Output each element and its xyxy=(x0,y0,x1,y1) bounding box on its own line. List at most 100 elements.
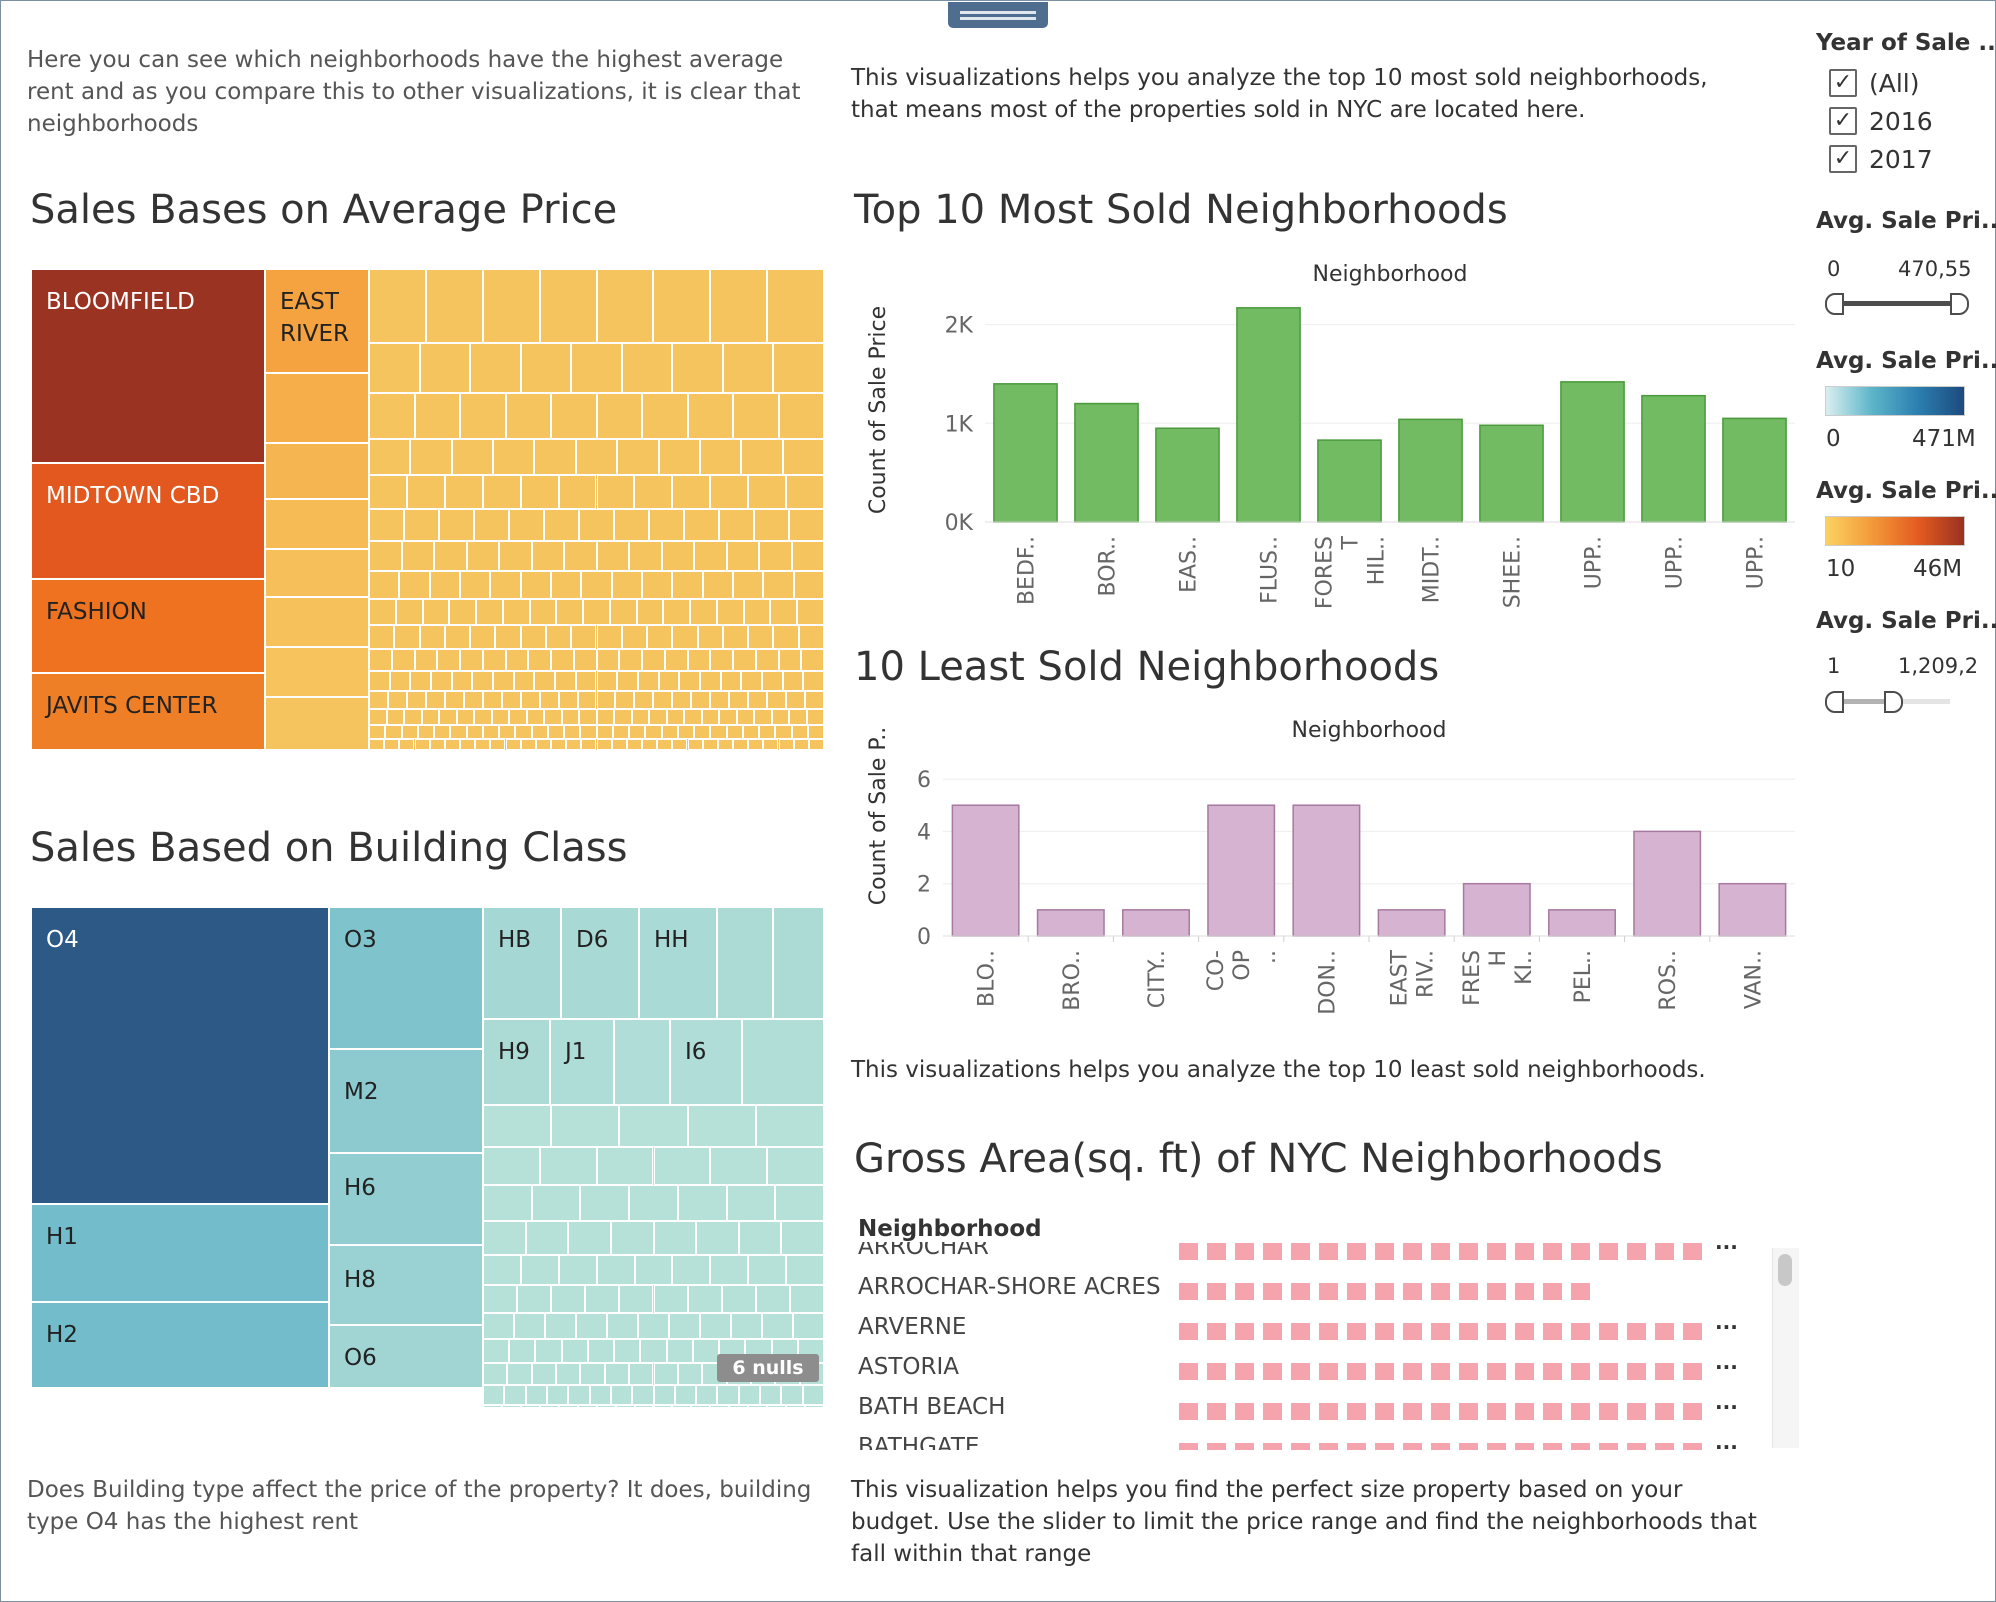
treemap-cell[interactable] xyxy=(429,739,445,750)
bar[interactable] xyxy=(1155,427,1220,523)
year-option-2016[interactable]: ✓ 2016 xyxy=(1829,102,1996,140)
treemap-cell[interactable] xyxy=(690,599,717,625)
treemap-cell[interactable] xyxy=(672,1405,692,1408)
treemap-cell[interactable] xyxy=(551,739,567,750)
treemap-cell[interactable] xyxy=(369,509,404,541)
treemap-cell[interactable] xyxy=(551,1285,586,1313)
treemap-cell[interactable] xyxy=(699,671,721,691)
treemap-cell[interactable] xyxy=(692,1339,720,1363)
treemap-cell[interactable] xyxy=(684,709,702,725)
treemap-cell[interactable] xyxy=(404,509,439,541)
treemap-cell[interactable] xyxy=(490,571,521,599)
treemap-cell[interactable] xyxy=(419,625,445,649)
treemap-cell[interactable] xyxy=(456,709,474,725)
treemap-cell[interactable] xyxy=(755,1285,790,1313)
treemap-cell[interactable] xyxy=(621,625,648,649)
treemap-cell[interactable] xyxy=(490,739,506,750)
treemap-cell[interactable] xyxy=(429,571,460,599)
treemap-cell[interactable] xyxy=(449,599,477,625)
treemap-cell[interactable] xyxy=(661,725,678,739)
treemap-cell[interactable] xyxy=(694,725,711,739)
treemap-cell[interactable] xyxy=(615,691,635,709)
bar[interactable] xyxy=(1398,418,1463,523)
treemap-cell[interactable] xyxy=(520,739,536,750)
treemap-cell[interactable] xyxy=(691,1405,711,1408)
treemap-cell[interactable] xyxy=(754,509,789,541)
treemap-cell[interactable] xyxy=(387,691,407,709)
treemap-cell[interactable] xyxy=(645,725,662,739)
treemap-cell[interactable] xyxy=(580,1363,605,1385)
treemap-cell[interactable] xyxy=(505,393,551,439)
treemap-cell[interactable] xyxy=(513,671,535,691)
treemap-cell-hb[interactable]: HB xyxy=(483,907,561,1019)
treemap-cell[interactable] xyxy=(451,671,473,691)
treemap-cell[interactable] xyxy=(657,739,673,750)
gross-area-row[interactable]: ARVERNE... xyxy=(850,1310,1790,1348)
treemap-cell[interactable] xyxy=(786,1405,806,1408)
treemap-cell[interactable] xyxy=(672,343,723,393)
treemap-cell[interactable] xyxy=(493,439,535,475)
treemap-cell[interactable] xyxy=(495,625,521,649)
year-option-2017[interactable]: ✓ 2017 xyxy=(1829,140,1996,178)
treemap-cell[interactable] xyxy=(612,725,629,739)
bar[interactable] xyxy=(1548,909,1616,937)
slider-min-handle[interactable] xyxy=(1825,691,1844,713)
treemap-cell[interactable] xyxy=(558,475,597,509)
treemap-cell[interactable] xyxy=(619,1105,688,1147)
treemap-cell[interactable] xyxy=(781,1221,824,1255)
treemap-cell[interactable] xyxy=(733,393,779,439)
treemap-cell[interactable] xyxy=(742,1019,824,1105)
treemap-cell[interactable] xyxy=(580,725,597,739)
treemap-cell[interactable] xyxy=(631,709,649,725)
treemap-cell[interactable] xyxy=(551,571,582,599)
treemap-cell[interactable] xyxy=(773,343,824,393)
treemap-cell[interactable] xyxy=(770,599,798,625)
treemap-cell[interactable] xyxy=(672,1255,711,1285)
treemap-cell[interactable] xyxy=(738,1385,761,1405)
treemap-cell[interactable] xyxy=(767,1147,824,1185)
checkbox-checked-icon[interactable]: ✓ xyxy=(1829,107,1857,135)
treemap-cell[interactable] xyxy=(786,691,806,709)
treemap-cell[interactable] xyxy=(451,439,494,475)
treemap-cell[interactable] xyxy=(653,1385,675,1405)
treemap-cell[interactable] xyxy=(369,475,407,509)
treemap-cell[interactable] xyxy=(702,571,733,599)
treemap-cell[interactable] xyxy=(710,1405,730,1408)
treemap-cell[interactable] xyxy=(696,1385,718,1405)
treemap-cell[interactable] xyxy=(265,443,369,499)
treemap-cell[interactable] xyxy=(581,739,597,750)
treemap-cell[interactable] xyxy=(733,571,764,599)
treemap-cell[interactable] xyxy=(720,671,742,691)
treemap-cell-bloomfield[interactable]: BLOOMFIELD xyxy=(31,269,265,463)
treemap-cell[interactable] xyxy=(773,907,824,1019)
treemap-cell[interactable] xyxy=(596,1147,654,1185)
treemap-cell[interactable] xyxy=(761,671,783,691)
bar[interactable] xyxy=(1377,909,1446,937)
treemap-cell[interactable] xyxy=(596,691,616,709)
treemap-cell[interactable] xyxy=(634,475,673,509)
gross-area-row[interactable]: ARROCHAR... xyxy=(850,1242,1790,1268)
treemap-cell[interactable] xyxy=(793,1313,824,1339)
treemap-cell[interactable] xyxy=(653,1363,678,1385)
treemap-cell[interactable] xyxy=(555,671,576,691)
treemap-cell[interactable] xyxy=(544,509,579,541)
treemap-cell[interactable] xyxy=(798,625,824,649)
treemap-cell[interactable] xyxy=(483,1255,521,1285)
treemap-cell[interactable] xyxy=(556,599,584,625)
treemap-cell[interactable] xyxy=(672,691,692,709)
treemap-cell[interactable] xyxy=(729,1405,749,1408)
treemap-cell[interactable] xyxy=(759,541,792,571)
treemap-cell[interactable] xyxy=(504,1385,526,1405)
treemap-cell[interactable] xyxy=(721,1285,756,1313)
gross-area-row[interactable]: BATHGATE... xyxy=(850,1430,1790,1450)
treemap-cell[interactable] xyxy=(421,709,439,725)
treemap-cell[interactable] xyxy=(696,1221,739,1255)
treemap-cell[interactable] xyxy=(677,1185,727,1221)
treemap-cell[interactable] xyxy=(474,509,509,541)
scrollbar-thumb[interactable] xyxy=(1778,1254,1792,1286)
treemap-cell[interactable] xyxy=(551,649,574,671)
treemap-cell[interactable] xyxy=(738,1221,782,1255)
treemap-cell[interactable] xyxy=(444,691,464,709)
treemap-cell[interactable] xyxy=(558,1255,597,1285)
treemap-cell[interactable] xyxy=(520,691,540,709)
